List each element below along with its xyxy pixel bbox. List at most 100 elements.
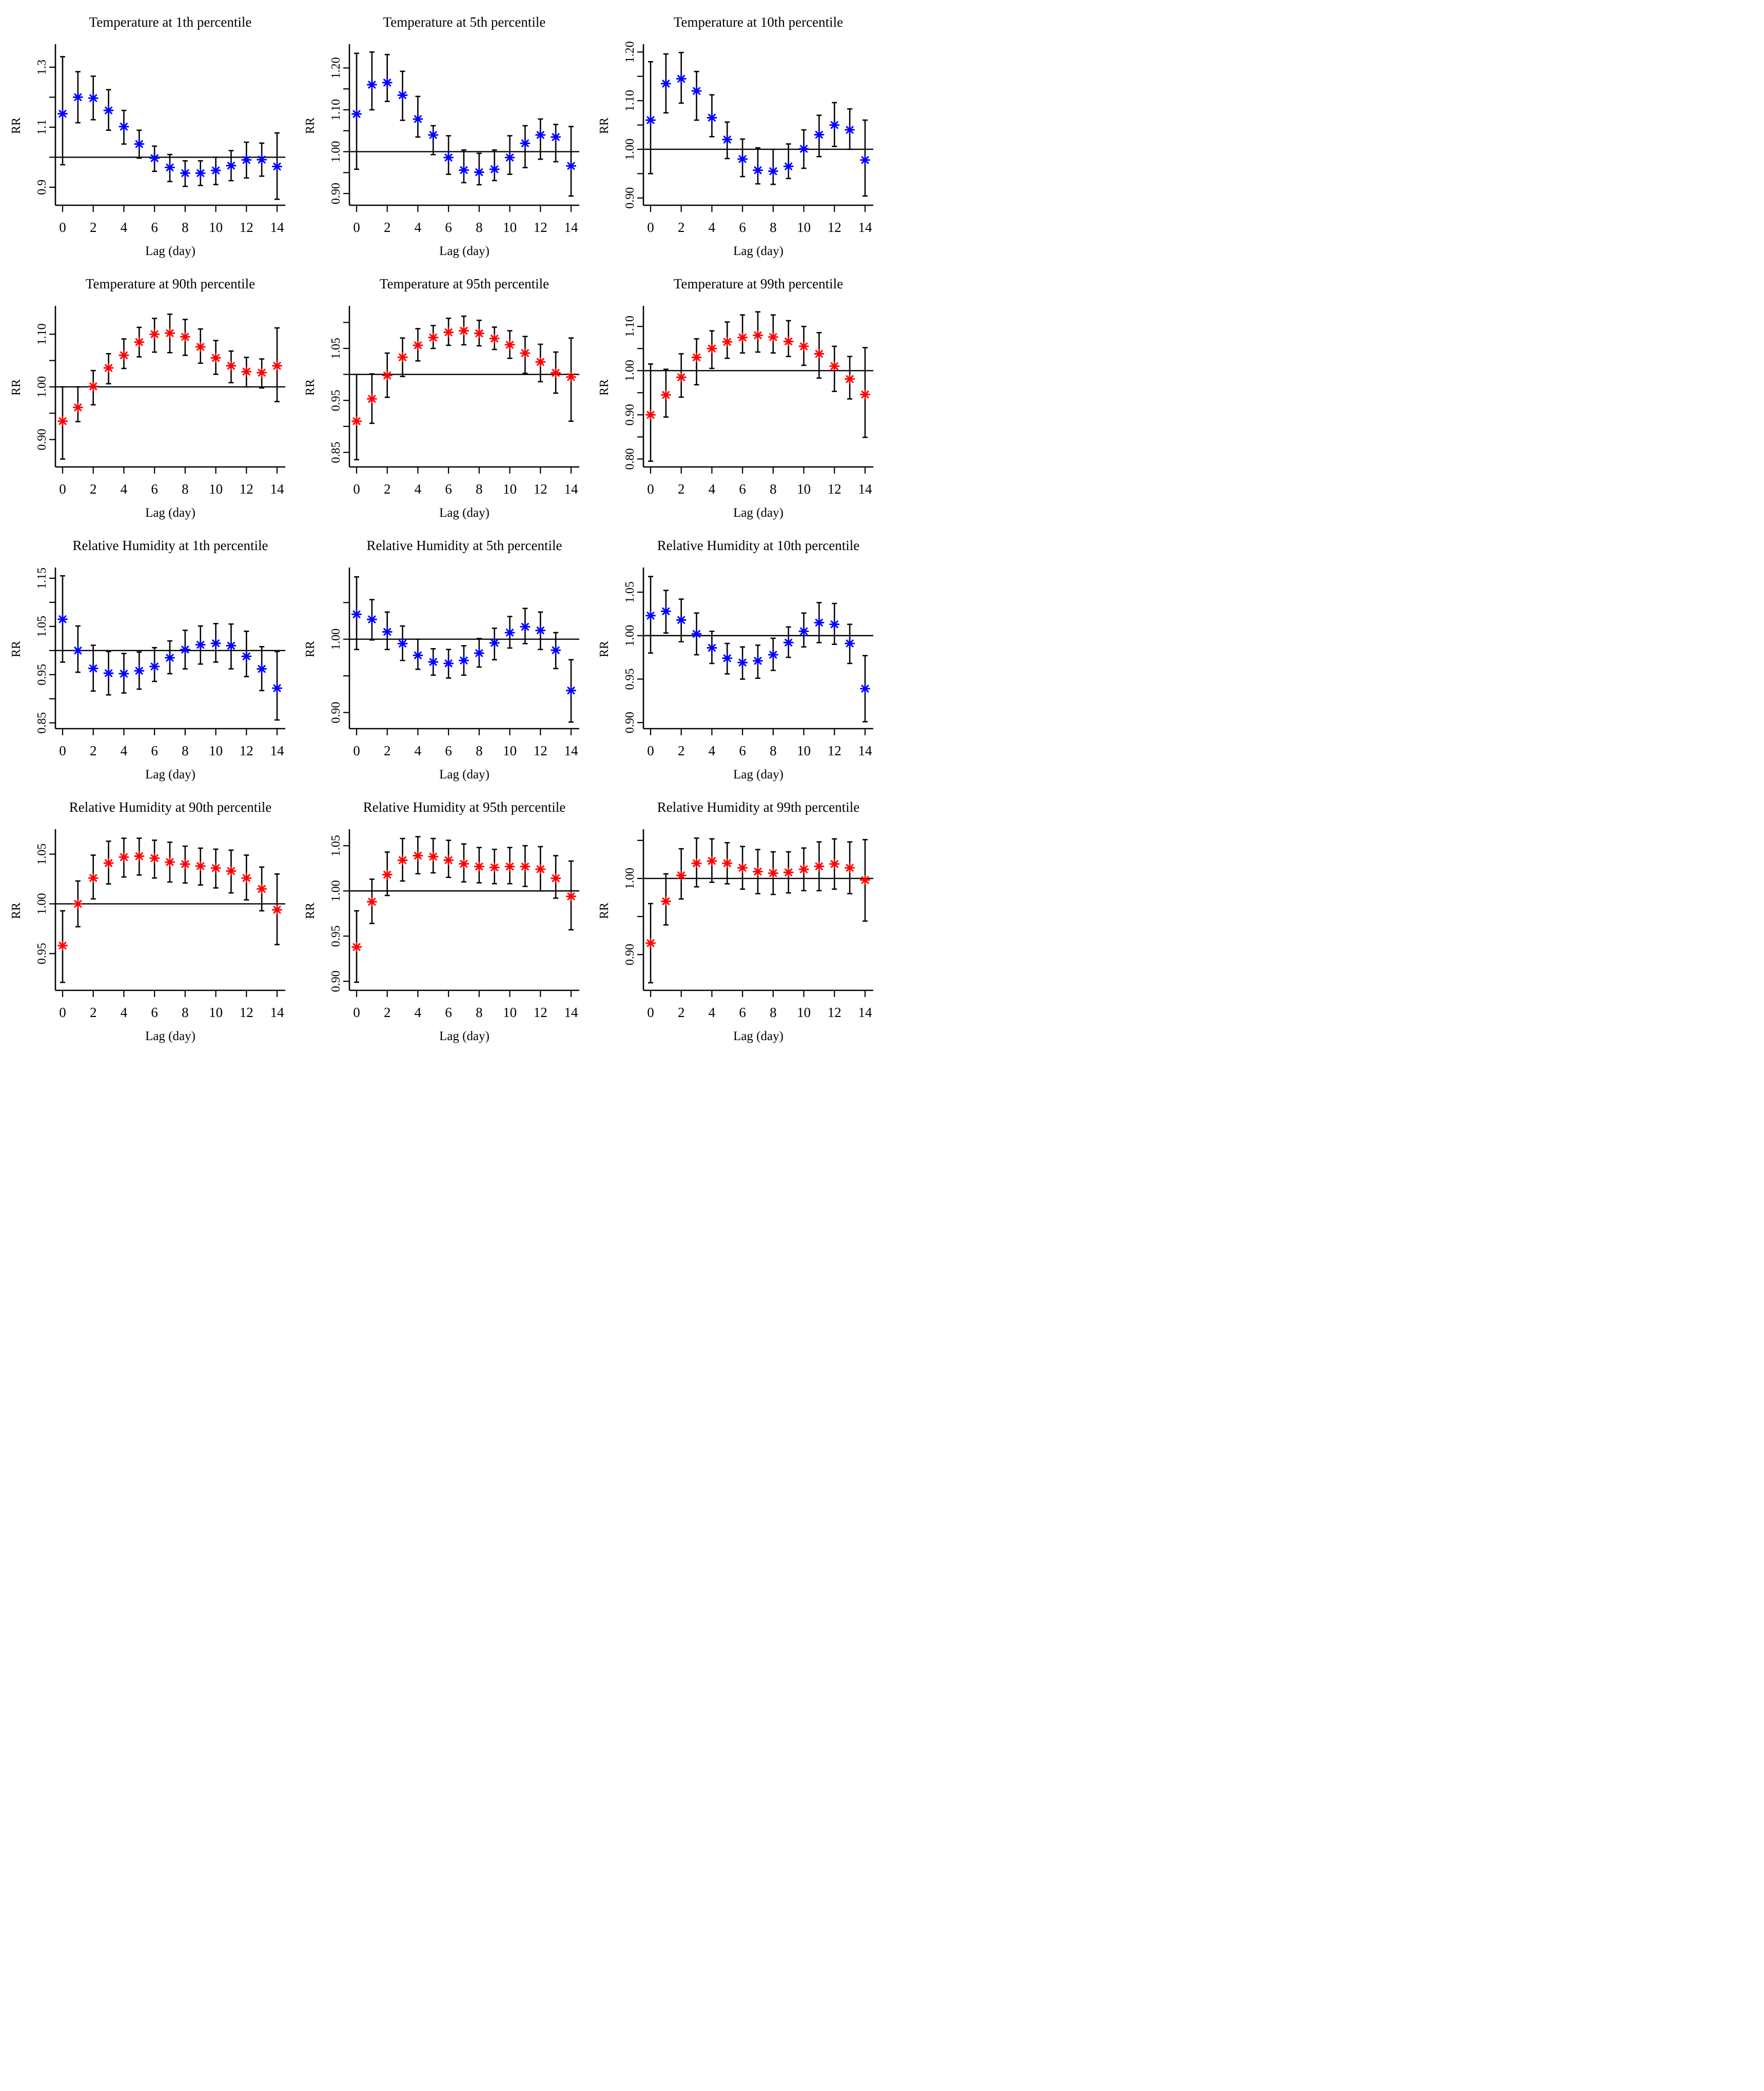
asterisk-marker: [798, 341, 809, 351]
y-tick-label: 0.90: [329, 183, 343, 204]
y-axis-ticks: 0.90 1.00 1.10: [35, 323, 55, 451]
asterisk-marker: [691, 86, 702, 96]
x-tick-label: 12: [534, 481, 547, 497]
x-tick-label: 14: [270, 743, 285, 758]
y-tick-label: 0.90: [329, 970, 343, 992]
rr-point-markers: [645, 855, 870, 949]
x-tick-label: 12: [534, 220, 547, 235]
asterisk-marker: [753, 165, 763, 175]
y-tick-label: 0.85: [329, 442, 343, 463]
x-tick-label: 8: [770, 743, 777, 758]
x-axis-label: Lag (day): [439, 1029, 489, 1043]
x-tick-label: 4: [415, 220, 422, 235]
asterisk-marker: [134, 337, 145, 347]
asterisk-marker: [707, 855, 717, 866]
asterisk-marker: [366, 394, 377, 404]
y-axis-ticks: 0.90 0.95 1.00 1.05: [329, 835, 349, 992]
x-axis-ticks: 0 2 4 6 8 10 12 14: [353, 467, 578, 497]
plot-title: Relative Humidity at 5th percentile: [367, 538, 562, 553]
rr-point-markers: [645, 606, 870, 694]
y-axis-ticks: 0.90 1.00 1.10 1.20: [623, 41, 643, 209]
asterisk-marker: [180, 331, 190, 342]
plot-title: Relative Humidity at 1th percentile: [73, 538, 268, 553]
x-tick-label: 0: [647, 220, 654, 235]
y-axis-label: RR: [598, 379, 611, 396]
x-tick-label: 10: [209, 743, 223, 758]
rr-point-markers: [351, 850, 576, 952]
asterisk-marker: [72, 898, 83, 909]
asterisk-marker: [180, 644, 190, 655]
y-axis-ticks: 0.9 1.1 1.3: [35, 60, 55, 195]
asterisk-marker: [676, 73, 687, 84]
asterisk-marker: [257, 884, 267, 894]
x-tick-label: 6: [445, 220, 452, 235]
x-tick-label: 12: [240, 220, 253, 235]
y-axis-label: RR: [598, 903, 611, 919]
x-tick-label: 14: [858, 743, 873, 758]
x-axis-label: Lag (day): [733, 244, 783, 258]
asterisk-marker: [351, 609, 362, 620]
y-axis-ticks: 0.90 1.00 1.10 1.20: [329, 57, 349, 204]
y-tick-label: 1.20: [623, 41, 637, 63]
asterisk-marker: [551, 873, 561, 884]
asterisk-marker: [829, 120, 840, 130]
y-tick-label: 0.90: [329, 702, 343, 724]
asterisk-marker: [535, 864, 546, 874]
y-axis-label: RR: [598, 641, 611, 657]
plot-title: Relative Humidity at 10th percentile: [657, 538, 859, 553]
y-tick-label: 1.10: [35, 323, 49, 345]
x-tick-label: 4: [709, 743, 716, 758]
x-axis-ticks: 0 2 4 6 8 10 12 14: [647, 729, 872, 758]
x-tick-label: 0: [353, 1005, 360, 1020]
x-tick-label: 4: [121, 220, 128, 235]
x-tick-label: 10: [797, 220, 811, 235]
asterisk-marker: [257, 663, 267, 674]
x-tick-label: 14: [858, 220, 873, 235]
asterisk-marker: [753, 655, 763, 666]
asterisk-marker: [860, 389, 870, 400]
x-axis-label: Lag (day): [733, 1029, 783, 1043]
x-tick-label: 8: [182, 220, 189, 235]
asterisk-marker: [134, 666, 145, 676]
y-tick-label: 1.05: [329, 835, 343, 856]
x-tick-label: 10: [797, 1005, 811, 1020]
x-axis-ticks: 0 2 4 6 8 10 12 14: [59, 729, 284, 758]
asterisk-marker: [351, 942, 362, 952]
asterisk-marker: [119, 852, 129, 863]
y-tick-label: 1.00: [35, 376, 49, 398]
x-tick-label: 2: [678, 481, 685, 497]
ci-error-bars: [60, 575, 280, 721]
y-tick-label: 1.3: [35, 60, 49, 75]
asterisk-marker: [566, 372, 576, 382]
x-tick-label: 0: [647, 1005, 654, 1020]
x-tick-label: 8: [476, 220, 483, 235]
x-axis-ticks: 0 2 4 6 8 10 12 14: [353, 205, 578, 235]
y-tick-label: 0.95: [35, 943, 49, 964]
y-tick-label: 1.10: [329, 99, 343, 121]
asterisk-marker: [88, 93, 99, 104]
x-axis-ticks: 0 2 4 6 8 10 12 14: [59, 205, 284, 235]
x-tick-label: 6: [445, 481, 452, 497]
y-tick-label: 0.90: [623, 187, 637, 209]
y-tick-label: 1.05: [329, 338, 343, 359]
asterisk-marker: [149, 153, 160, 164]
asterisk-marker: [459, 655, 469, 666]
asterisk-marker: [768, 166, 778, 177]
plot-title: Relative Humidity at 90th percentile: [69, 799, 271, 815]
panel-2: Temperature at 5th percentile 0.90 1.00 1.1…: [294, 0, 588, 262]
x-tick-label: 6: [739, 481, 746, 497]
x-tick-label: 0: [59, 743, 66, 758]
x-tick-label: 12: [828, 220, 841, 235]
x-axis-label: Lag (day): [439, 506, 489, 520]
x-tick-label: 4: [415, 481, 422, 497]
asterisk-marker: [645, 938, 656, 949]
asterisk-marker: [737, 657, 748, 668]
asterisk-marker: [226, 640, 237, 651]
x-tick-label: 8: [182, 1005, 189, 1020]
x-tick-label: 14: [564, 743, 579, 758]
plot-title: Temperature at 95th percentile: [380, 276, 549, 291]
asterisk-marker: [103, 363, 114, 374]
panel-svg: Relative Humidity at 1th percentile0.850…: [10, 538, 285, 781]
y-tick-label: 0.9: [35, 180, 49, 195]
y-tick-label: 0.95: [329, 925, 343, 947]
